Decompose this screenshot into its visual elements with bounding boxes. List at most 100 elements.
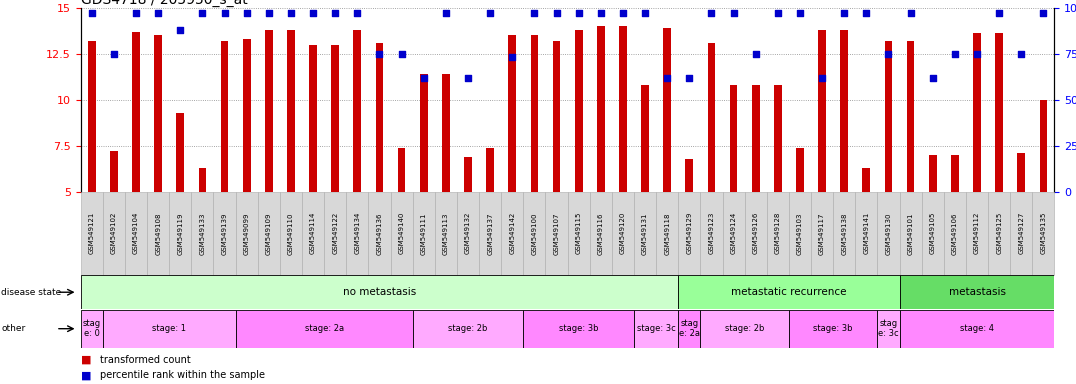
Text: GSM549102: GSM549102 (111, 212, 117, 255)
Point (238, 10, 255, 16)
Bar (413, 192, 435, 275)
Bar (442, 74, 450, 192)
Bar (685, 159, 693, 192)
Point (83, 10, 100, 16)
Bar (966, 192, 988, 275)
Text: GSM549116: GSM549116 (598, 212, 604, 255)
Text: disease state: disease state (1, 288, 61, 297)
Point (150, 10, 167, 16)
Point (592, 10, 609, 16)
Bar (641, 85, 649, 192)
Text: stage: 1: stage: 1 (152, 324, 186, 333)
Bar (457, 192, 479, 275)
Bar (877, 192, 900, 275)
Text: GSM549106: GSM549106 (952, 212, 958, 255)
Text: GSM549111: GSM549111 (421, 212, 427, 255)
Text: GSM549136: GSM549136 (377, 212, 382, 255)
Bar (678, 310, 700, 348)
Text: GSM549122: GSM549122 (332, 212, 338, 255)
Text: GSM549121: GSM549121 (88, 212, 95, 255)
Point (570, 10, 587, 16)
Text: metastatic recurrence: metastatic recurrence (732, 287, 847, 297)
Point (216, 10, 233, 16)
Text: stag
e: 0: stag e: 0 (83, 319, 101, 338)
Point (305, 10, 322, 16)
Point (282, 10, 299, 16)
Bar (354, 30, 362, 192)
Bar (811, 192, 833, 275)
Text: metastasis: metastasis (949, 287, 1005, 297)
Bar (176, 113, 184, 192)
Text: stage: 2b: stage: 2b (725, 324, 764, 333)
Bar (774, 85, 781, 192)
Text: GSM549132: GSM549132 (465, 212, 471, 255)
Text: ■: ■ (81, 370, 91, 381)
Point (946, 51, 963, 57)
Bar (258, 192, 280, 275)
Bar (995, 33, 1003, 192)
Bar (368, 192, 391, 275)
Text: GSM549120: GSM549120 (620, 212, 626, 255)
Bar (1039, 100, 1047, 192)
Text: GSM549112: GSM549112 (974, 212, 980, 255)
Bar (103, 310, 236, 348)
Text: GSM549131: GSM549131 (642, 212, 648, 255)
Bar (331, 45, 339, 192)
Bar (656, 192, 678, 275)
Bar (81, 310, 103, 348)
Bar (951, 155, 959, 192)
Point (504, 55, 521, 61)
Point (836, 10, 853, 16)
Text: GSM549110: GSM549110 (288, 212, 294, 255)
Bar (125, 192, 147, 275)
Point (614, 10, 632, 16)
Text: GSM549113: GSM549113 (443, 212, 449, 255)
Point (659, 74, 676, 81)
Text: GSM549114: GSM549114 (310, 212, 316, 255)
Text: GSM549105: GSM549105 (930, 212, 936, 255)
Bar (678, 192, 700, 275)
Bar (376, 43, 383, 192)
Bar (236, 192, 258, 275)
Bar (221, 41, 228, 192)
Bar (199, 168, 207, 192)
Bar (752, 85, 760, 192)
Bar (789, 310, 877, 348)
Bar (479, 192, 501, 275)
Bar (287, 30, 295, 192)
Text: transformed count: transformed count (100, 355, 190, 365)
Text: GSM549124: GSM549124 (731, 212, 737, 255)
Bar (619, 26, 627, 192)
Bar (929, 155, 936, 192)
Point (791, 10, 808, 16)
Bar (464, 157, 472, 192)
Bar (110, 151, 117, 192)
Text: GSM549118: GSM549118 (664, 212, 670, 255)
Point (681, 74, 698, 81)
Point (127, 10, 144, 16)
Text: GSM549139: GSM549139 (222, 212, 227, 255)
Bar (1010, 192, 1032, 275)
Point (194, 10, 211, 16)
Text: stage: 2a: stage: 2a (305, 324, 343, 333)
Bar (546, 192, 568, 275)
Bar (900, 310, 1054, 348)
Text: GSM549141: GSM549141 (863, 212, 869, 255)
Bar (501, 192, 523, 275)
Bar (1032, 192, 1054, 275)
Point (747, 51, 764, 57)
Text: percentile rank within the sample: percentile rank within the sample (100, 370, 265, 381)
Text: GSM549117: GSM549117 (819, 212, 825, 255)
Bar (818, 30, 826, 192)
Bar (796, 148, 804, 192)
Text: ■: ■ (81, 355, 91, 365)
Bar (435, 192, 457, 275)
Bar (486, 148, 494, 192)
Bar (900, 192, 922, 275)
Bar (634, 192, 656, 275)
Bar (708, 43, 716, 192)
Bar (944, 192, 966, 275)
Bar (413, 310, 523, 348)
Bar (346, 192, 368, 275)
Bar (700, 192, 722, 275)
